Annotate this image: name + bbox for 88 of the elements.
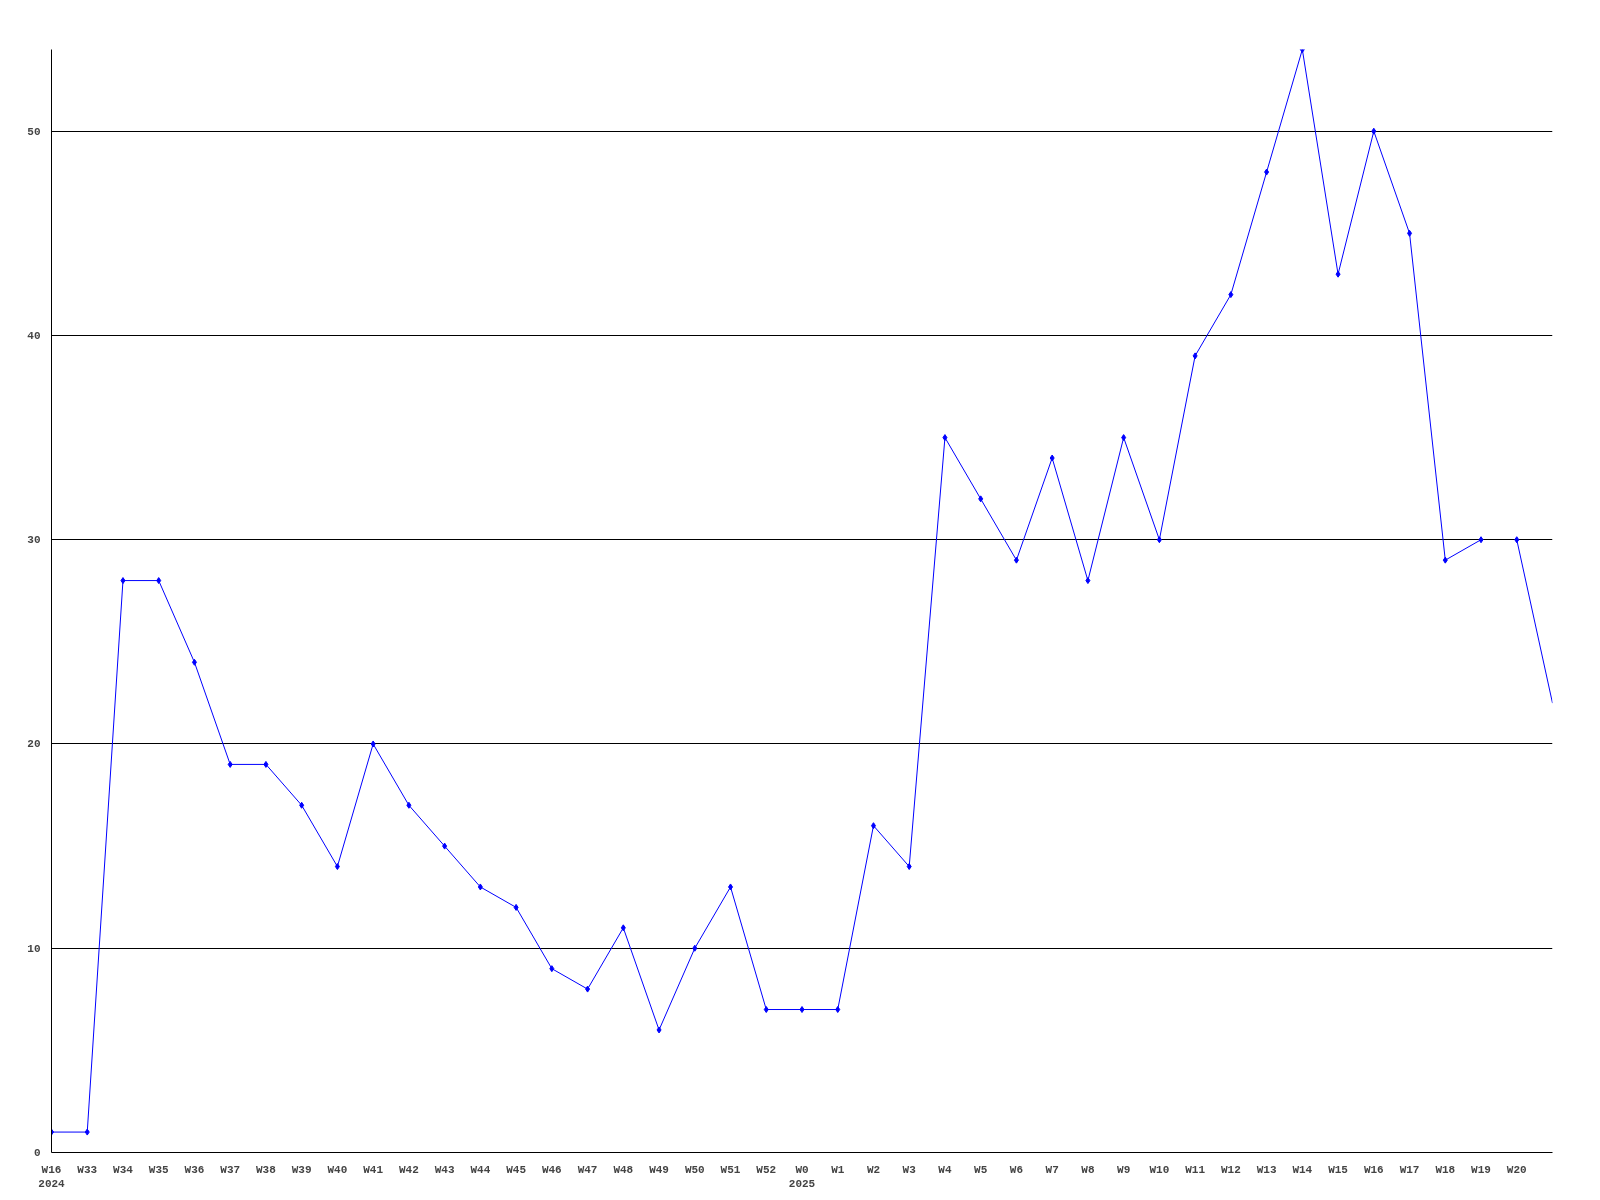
x-tick-label: W10 xyxy=(1149,1163,1170,1176)
point xyxy=(334,863,340,871)
point xyxy=(763,1006,769,1014)
point xyxy=(835,1006,841,1014)
point xyxy=(1085,577,1091,585)
x-tick-label: W39 xyxy=(291,1163,312,1176)
point xyxy=(1228,291,1234,299)
point xyxy=(906,863,912,871)
x-tick-label: W4 xyxy=(938,1163,952,1176)
x-tick-label: W46 xyxy=(541,1163,562,1176)
point xyxy=(1121,434,1127,442)
point xyxy=(299,801,305,809)
point xyxy=(477,883,483,891)
x-tick-label: W8 xyxy=(1081,1163,1095,1176)
point xyxy=(1335,270,1341,278)
x-tick-label: W14 xyxy=(1292,1163,1313,1176)
x-tick-label: W7 xyxy=(1045,1163,1059,1176)
x-tick-label: W0 2025 xyxy=(788,1163,816,1190)
point xyxy=(191,658,197,666)
point xyxy=(156,577,162,585)
point xyxy=(1264,168,1270,176)
y-tick-label: 10 xyxy=(27,942,41,955)
x-tick-label: W33 xyxy=(77,1163,98,1176)
point xyxy=(656,1026,662,1034)
x-tick-label: W2 xyxy=(866,1163,881,1176)
point xyxy=(513,903,519,911)
x-tick-label: W38 xyxy=(256,1163,277,1176)
x-tick-label: W48 xyxy=(613,1163,634,1176)
x-tick-label: W34 xyxy=(113,1163,134,1176)
point xyxy=(1478,536,1484,544)
point xyxy=(120,577,126,585)
point xyxy=(585,985,591,993)
point xyxy=(1156,536,1162,544)
x-tick-label: W3 xyxy=(902,1163,917,1176)
x-tick-label: W35 xyxy=(148,1163,170,1176)
point xyxy=(942,434,948,442)
x-tick-label: W19 xyxy=(1471,1163,1491,1176)
point xyxy=(1371,127,1377,135)
point xyxy=(978,495,984,503)
x-tick-label: W18 xyxy=(1435,1163,1456,1176)
point xyxy=(1049,454,1055,462)
x-tick-label: W13 xyxy=(1256,1163,1277,1176)
x-tick-label: W37 xyxy=(220,1163,241,1176)
x-tick-label: W41 xyxy=(363,1163,384,1176)
point xyxy=(442,842,448,850)
point xyxy=(1407,229,1413,237)
point xyxy=(549,965,555,973)
x-tick-label: W52 xyxy=(756,1163,777,1176)
x-tick-label: W51 xyxy=(720,1163,741,1176)
x-tick-label: W20 xyxy=(1506,1163,1527,1176)
y-tick-label: 50 xyxy=(27,125,41,138)
point xyxy=(870,822,876,830)
point xyxy=(1013,556,1019,564)
point xyxy=(1514,536,1520,544)
x-tick-label: W5 xyxy=(974,1163,988,1176)
point xyxy=(799,1006,805,1014)
point xyxy=(370,740,376,748)
x-tick-label: W44 xyxy=(470,1163,491,1176)
point xyxy=(1192,352,1198,360)
y-tick-label: 40 xyxy=(27,329,41,342)
point xyxy=(1442,556,1448,564)
point xyxy=(692,944,698,952)
y-tick-label: 0 xyxy=(33,1147,41,1159)
x-tick-label: W43 xyxy=(434,1163,455,1176)
x-tick-label: W45 xyxy=(506,1163,527,1176)
x-tick-label: W16 xyxy=(1363,1163,1384,1176)
point xyxy=(620,924,626,932)
x-tick-label: W11 xyxy=(1185,1163,1206,1176)
x-tick-label: W9 xyxy=(1117,1163,1131,1176)
point xyxy=(263,760,269,768)
point xyxy=(406,801,412,809)
x-tick-label: W47 xyxy=(577,1163,598,1176)
x-tick-label: W15 xyxy=(1328,1163,1349,1176)
x-tick-label: W1 xyxy=(831,1163,845,1176)
x-tick-label: W40 xyxy=(327,1163,348,1176)
point xyxy=(728,883,734,891)
y-tick-label: 30 xyxy=(27,534,41,547)
x-tick-label: W42 xyxy=(398,1163,419,1176)
x-tick-label: W50 xyxy=(684,1163,705,1176)
y-tick-label: 20 xyxy=(27,738,41,751)
x-tick-label: W49 xyxy=(649,1163,669,1176)
point xyxy=(84,1128,90,1136)
x-tick-label: W17 xyxy=(1399,1163,1420,1176)
x-tick-label: W36 xyxy=(184,1163,205,1176)
point xyxy=(227,760,233,768)
x-tick-label: W6 xyxy=(1009,1163,1024,1176)
x-tick-label: W16 2024 xyxy=(38,1163,66,1190)
x-tick-label: W12 xyxy=(1220,1163,1241,1176)
